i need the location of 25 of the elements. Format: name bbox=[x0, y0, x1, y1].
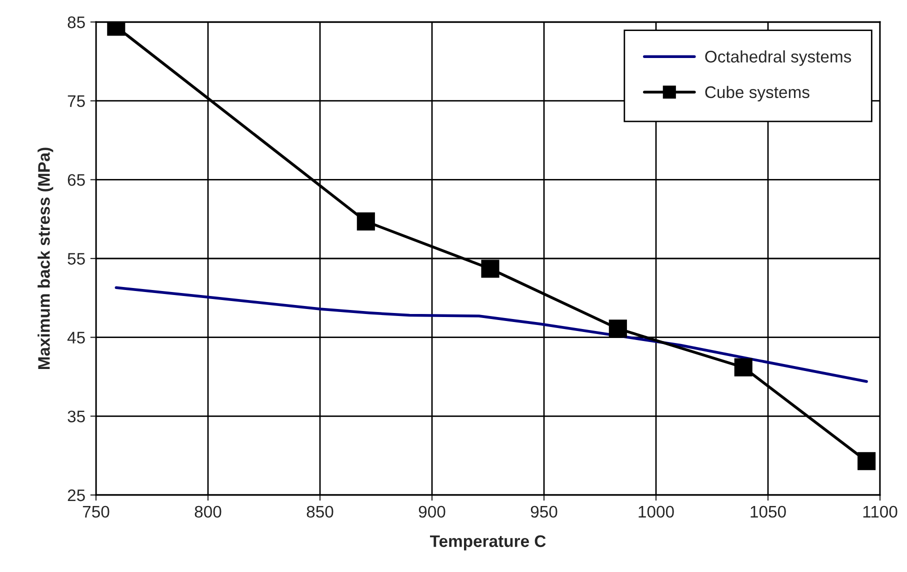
x-tick-label: 1100 bbox=[863, 506, 898, 518]
y-tick-label: 45 bbox=[67, 332, 85, 344]
x-axis-title: Temperature C bbox=[430, 535, 546, 550]
legend-label: Cube systems bbox=[705, 86, 810, 102]
x-tick-label: 750 bbox=[82, 506, 110, 518]
y-axis-title: Maximum back stress (MPa) bbox=[38, 148, 54, 369]
x-tick-label: 800 bbox=[194, 506, 222, 518]
line-series bbox=[114, 286, 868, 383]
point bbox=[734, 358, 752, 376]
point bbox=[356, 212, 375, 230]
x-tick-label: 950 bbox=[530, 506, 558, 518]
point bbox=[481, 260, 500, 278]
y-tick-label: 85 bbox=[68, 16, 85, 28]
x-tick-label: 850 bbox=[306, 506, 334, 518]
y-tick-label: 55 bbox=[68, 253, 85, 265]
y-tick-label: 65 bbox=[68, 174, 85, 186]
y-tick-label: 75 bbox=[68, 95, 85, 108]
x-tick-label: 900 bbox=[418, 506, 446, 518]
legend-label: Octahedral systems bbox=[705, 50, 852, 66]
y-tick-label: 35 bbox=[68, 410, 85, 422]
x-tick-label: 1050 bbox=[750, 506, 786, 518]
point bbox=[858, 452, 876, 470]
point bbox=[608, 320, 627, 338]
y-tick-label: 25 bbox=[68, 489, 85, 502]
x-tick-label: 1000 bbox=[638, 506, 674, 518]
